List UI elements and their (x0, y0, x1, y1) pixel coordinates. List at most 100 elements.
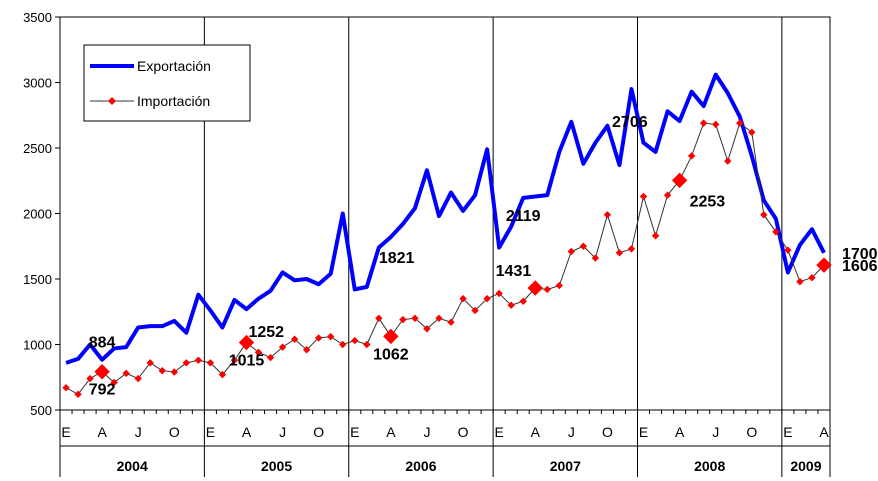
series-point-importacion (110, 378, 118, 387)
y-tick-label: 3500 (23, 10, 52, 25)
data-label: 2253 (690, 193, 726, 210)
series-point-importacion (579, 242, 588, 250)
series-point-importacion (238, 334, 255, 351)
x-year-label: 2008 (694, 458, 725, 474)
series-point-importacion (351, 336, 359, 345)
series-point-importacion (134, 374, 142, 383)
x-month-label: E (783, 424, 792, 440)
series-point-importacion (711, 120, 720, 129)
series-point-importacion (435, 314, 443, 323)
data-label: 1015 (229, 353, 265, 370)
x-month-label: A (675, 424, 685, 440)
y-tick-label: 1500 (23, 272, 52, 287)
series-point-importacion (375, 314, 383, 323)
series-point-importacion (567, 247, 576, 256)
series-point-importacion (74, 390, 82, 398)
x-month-label: E (350, 424, 359, 440)
legend: Exportación Importación (83, 44, 251, 122)
series-point-importacion (471, 306, 479, 315)
x-month-label: E (206, 424, 215, 440)
series-point-importacion (218, 370, 227, 379)
series-point-importacion (816, 257, 832, 273)
series-point-importacion (555, 281, 564, 290)
data-label: 792 (89, 382, 116, 399)
x-month-label: J (712, 424, 719, 440)
x-year-label: 2009 (790, 458, 821, 474)
x-month-label: E (494, 424, 503, 440)
series-point-importacion (784, 246, 792, 254)
y-tick-label: 1000 (23, 338, 52, 353)
series-point-importacion (483, 294, 491, 303)
series-point-importacion (146, 359, 154, 367)
series-point-importacion (278, 343, 287, 351)
series-point-importacion (290, 335, 299, 343)
y-tick-label: 3000 (23, 76, 52, 91)
series-point-importacion (687, 152, 696, 160)
series-point-importacion (383, 328, 399, 345)
data-label: 1606 (842, 258, 878, 275)
series-point-importacion (495, 289, 503, 298)
data-label: 1431 (496, 263, 532, 280)
series-point-importacion (122, 369, 130, 378)
series-point-importacion (748, 128, 756, 136)
data-label: 2706 (612, 114, 648, 131)
year-dividers (59, 17, 831, 477)
y-tick-label: 2000 (23, 207, 52, 222)
x-month-label: A (531, 424, 541, 440)
data-label: 1252 (248, 324, 284, 341)
series-point-importacion (254, 348, 263, 357)
legend-label-exportacion: Exportación (137, 58, 211, 74)
series-point-importacion (651, 232, 660, 240)
x-month-label: O (313, 424, 324, 440)
legend-marker-importacion (108, 97, 116, 105)
series-point-importacion (194, 356, 203, 364)
data-label: 884 (89, 335, 116, 352)
x-month-label: E (639, 424, 648, 440)
data-label: 1821 (379, 250, 415, 267)
y-tick-label: 2500 (23, 141, 52, 156)
series-point-importacion (507, 301, 515, 309)
x-year-label: 2007 (550, 458, 581, 474)
series-point-importacion (302, 346, 311, 354)
legend-box (83, 44, 251, 122)
series-point-importacion (796, 277, 804, 286)
series-point-importacion (230, 356, 239, 364)
series-point-importacion (447, 318, 455, 326)
series-point-importacion (615, 249, 624, 257)
series-point-importacion (62, 384, 70, 392)
series-point-importacion (266, 353, 275, 362)
series-point-importacion (314, 334, 323, 342)
series-point-importacion (760, 211, 768, 219)
series-point-importacion (459, 294, 467, 303)
x-month-label: A (242, 424, 252, 440)
series-point-importacion (399, 315, 407, 324)
x-axis: E A J O E A J O E A J O E A J O E A J O E A 2004 2005 2006 2007 20… (59, 410, 831, 474)
x-month-label: J (135, 424, 142, 440)
x-month-label: A (386, 424, 396, 440)
series-point-importacion (699, 119, 708, 127)
series-point-importacion (86, 374, 94, 383)
series-point-importacion (591, 254, 600, 262)
series-point-importacion (182, 359, 191, 367)
series-point-importacion (603, 211, 612, 219)
x-month-label: A (97, 424, 107, 440)
series-point-importacion (543, 285, 551, 294)
x-month-label: O (169, 424, 180, 440)
series-point-importacion (736, 119, 744, 127)
series-point-importacion (339, 340, 347, 349)
series-markers (62, 119, 832, 398)
series-point-importacion (724, 157, 732, 165)
x-month-label: E (61, 424, 70, 440)
legend-label-importacion: Importación (137, 93, 210, 109)
series-point-importacion (772, 228, 780, 236)
x-month-label: A (819, 424, 829, 440)
series-point-importacion (158, 366, 166, 375)
y-axis: 500 1000 1500 2000 2500 3000 3500 (23, 10, 60, 418)
y-tick-label: 500 (30, 403, 52, 418)
x-month-label: O (602, 424, 613, 440)
series-point-importacion (363, 340, 371, 349)
series-point-importacion (411, 314, 419, 323)
series-point-importacion (94, 364, 110, 380)
series-point-importacion (170, 368, 179, 376)
series-point-importacion (519, 297, 527, 305)
